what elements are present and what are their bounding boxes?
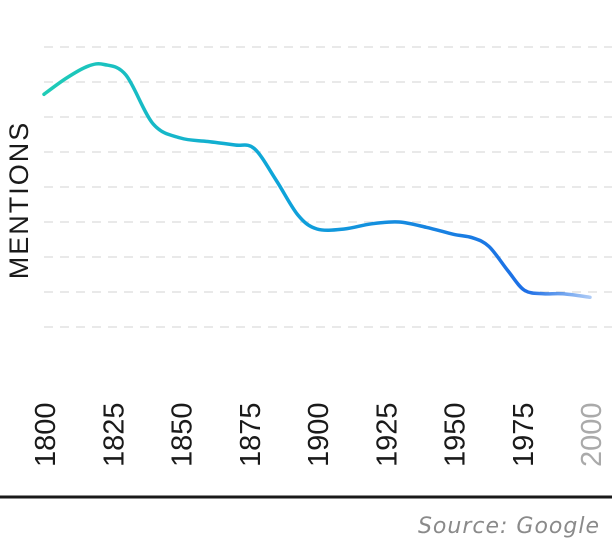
x-tick-label: 1875	[235, 402, 267, 467]
gridlines	[44, 46, 612, 328]
x-tick-label: 1925	[371, 402, 403, 467]
x-tick-label: 2000	[576, 402, 608, 467]
y-axis-label: MENTIONS	[4, 121, 34, 280]
source-credit: Source: Google	[417, 514, 600, 539]
x-tick-label: 1825	[98, 402, 130, 467]
x-tick-label: 1900	[303, 402, 335, 467]
x-axis-ticks: 1800 1825 1850 1875 1900 1925 1950 1975 2000	[30, 402, 608, 467]
x-tick-label: 1950	[440, 402, 472, 467]
x-tick-label: 1975	[508, 402, 540, 467]
x-tick-label: 1850	[167, 402, 199, 467]
series-line-mentions	[42, 62, 592, 300]
x-tick-label: 1800	[30, 402, 62, 467]
series-layer	[42, 62, 592, 300]
